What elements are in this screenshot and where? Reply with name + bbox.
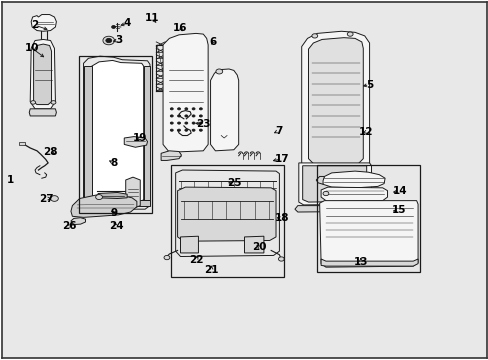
Circle shape: [192, 129, 195, 131]
Circle shape: [96, 195, 102, 199]
Text: 9: 9: [110, 208, 117, 218]
Text: 13: 13: [353, 257, 367, 267]
Circle shape: [199, 129, 202, 131]
Circle shape: [346, 32, 352, 36]
Circle shape: [177, 122, 180, 124]
Polygon shape: [321, 187, 386, 201]
Bar: [79, 56, 152, 213]
Polygon shape: [319, 201, 417, 267]
Text: 15: 15: [390, 205, 405, 215]
Bar: [317, 165, 419, 272]
Circle shape: [192, 108, 195, 110]
Polygon shape: [19, 141, 25, 145]
Polygon shape: [210, 69, 238, 151]
Text: 20: 20: [251, 242, 266, 252]
Polygon shape: [161, 151, 181, 161]
Polygon shape: [34, 44, 51, 104]
Polygon shape: [177, 187, 275, 241]
Circle shape: [51, 101, 56, 104]
Text: 8: 8: [110, 158, 117, 168]
Circle shape: [192, 115, 195, 117]
Circle shape: [199, 108, 202, 110]
Text: 4: 4: [123, 18, 131, 28]
Circle shape: [199, 115, 202, 117]
Text: 6: 6: [209, 37, 216, 47]
Text: 19: 19: [133, 133, 147, 143]
Polygon shape: [294, 206, 374, 212]
Circle shape: [170, 129, 173, 131]
Text: 22: 22: [188, 255, 203, 265]
Polygon shape: [298, 163, 371, 205]
Circle shape: [199, 122, 202, 124]
Text: 28: 28: [43, 147, 58, 157]
Text: 27: 27: [40, 194, 54, 203]
Circle shape: [50, 195, 58, 201]
Polygon shape: [30, 40, 55, 109]
Text: 18: 18: [275, 213, 289, 224]
Polygon shape: [180, 236, 198, 253]
Polygon shape: [163, 33, 208, 152]
Circle shape: [170, 122, 173, 124]
Polygon shape: [125, 177, 140, 208]
Text: 12: 12: [358, 127, 372, 137]
Text: 14: 14: [391, 186, 406, 197]
Text: 11: 11: [145, 13, 159, 23]
Text: 21: 21: [204, 265, 218, 275]
Circle shape: [278, 257, 284, 261]
Text: 5: 5: [365, 80, 372, 90]
Circle shape: [163, 256, 169, 260]
Circle shape: [184, 115, 187, 117]
Circle shape: [177, 108, 180, 110]
Text: 3: 3: [115, 35, 122, 45]
Circle shape: [111, 26, 115, 28]
Text: 25: 25: [227, 178, 242, 188]
Polygon shape: [321, 259, 417, 266]
Circle shape: [192, 122, 195, 124]
Bar: [170, 165, 284, 277]
Polygon shape: [322, 171, 385, 188]
Polygon shape: [31, 14, 56, 31]
Circle shape: [170, 108, 173, 110]
Polygon shape: [71, 195, 137, 217]
Circle shape: [184, 129, 187, 131]
Polygon shape: [316, 176, 324, 184]
Polygon shape: [124, 136, 147, 147]
Polygon shape: [244, 236, 264, 253]
Polygon shape: [83, 56, 150, 209]
Circle shape: [31, 101, 36, 104]
Text: 17: 17: [274, 154, 289, 164]
Text: 7: 7: [274, 126, 282, 136]
Polygon shape: [175, 170, 279, 257]
Circle shape: [102, 36, 114, 45]
Polygon shape: [92, 60, 143, 203]
Polygon shape: [83, 199, 150, 206]
Polygon shape: [302, 166, 366, 202]
Text: 16: 16: [173, 23, 187, 33]
Circle shape: [105, 39, 111, 42]
Polygon shape: [301, 31, 369, 170]
Text: 26: 26: [61, 221, 76, 231]
Circle shape: [177, 129, 180, 131]
Polygon shape: [83, 66, 92, 199]
Text: 23: 23: [196, 119, 210, 129]
Text: 1: 1: [7, 175, 15, 185]
Polygon shape: [71, 218, 85, 225]
Circle shape: [323, 192, 328, 195]
Polygon shape: [29, 109, 56, 116]
Polygon shape: [308, 38, 363, 165]
Circle shape: [170, 115, 173, 117]
Polygon shape: [98, 193, 127, 198]
Circle shape: [177, 115, 180, 117]
Circle shape: [184, 122, 187, 124]
Text: 24: 24: [108, 221, 123, 231]
Text: 10: 10: [25, 43, 40, 53]
Circle shape: [184, 108, 187, 110]
Polygon shape: [143, 66, 150, 199]
Text: 2: 2: [31, 20, 39, 30]
Circle shape: [216, 69, 222, 74]
Circle shape: [311, 34, 317, 38]
